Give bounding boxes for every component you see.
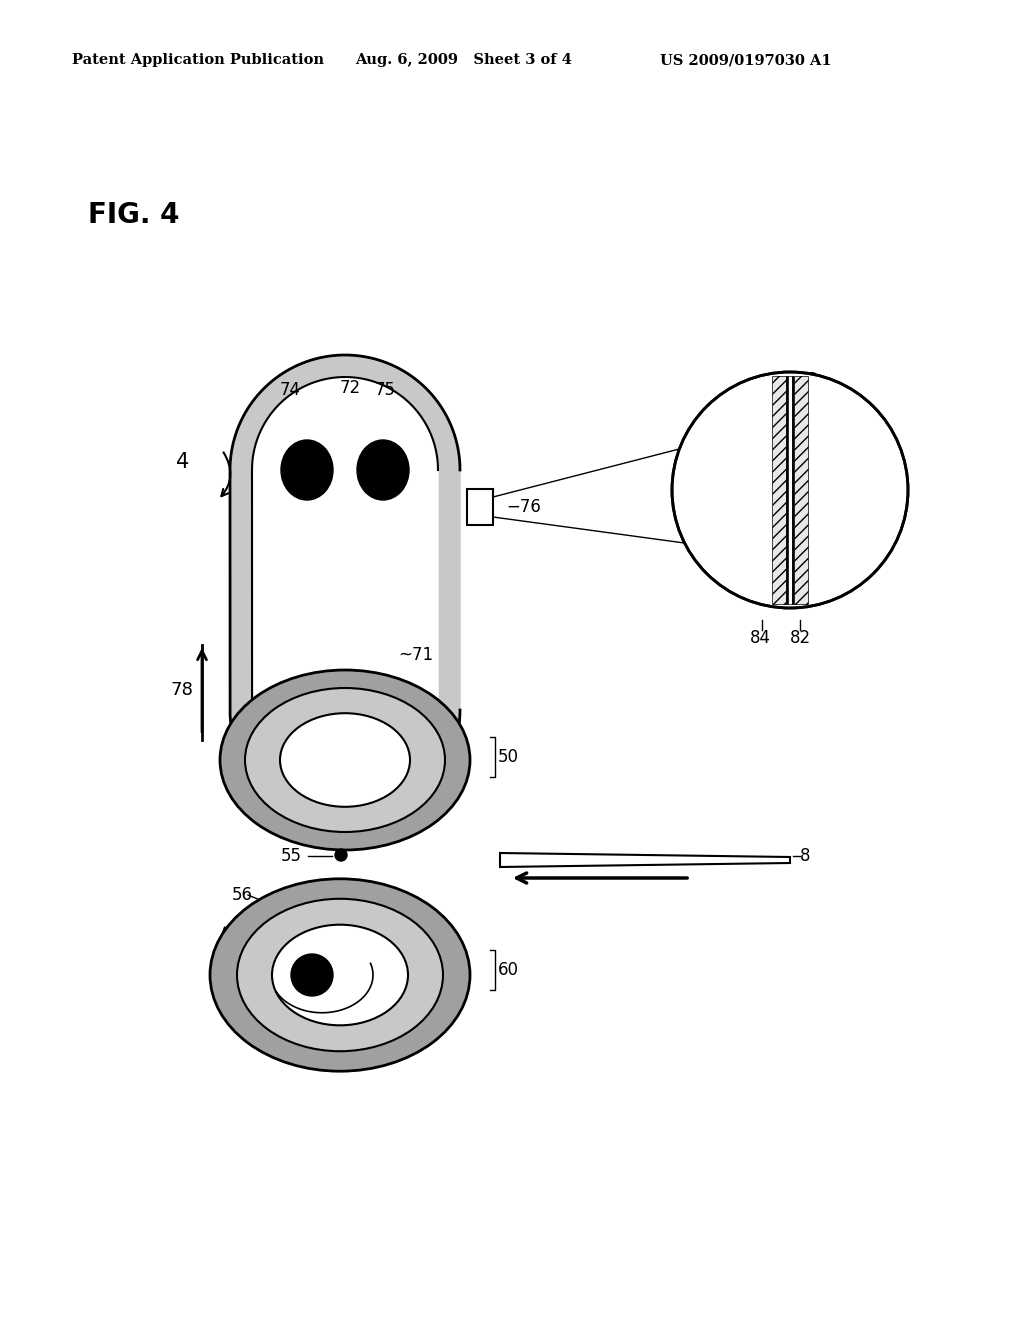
Text: 78: 78 <box>170 681 193 700</box>
Text: 55: 55 <box>281 847 302 865</box>
Polygon shape <box>252 378 438 803</box>
Circle shape <box>335 849 347 861</box>
Bar <box>794 375 808 605</box>
Text: 52: 52 <box>439 748 460 766</box>
Text: 4: 4 <box>176 451 189 473</box>
Text: ~71: ~71 <box>398 645 433 664</box>
Bar <box>792 375 794 605</box>
Bar <box>786 375 788 605</box>
Ellipse shape <box>281 440 333 500</box>
Text: Aug. 6, 2009   Sheet 3 of 4: Aug. 6, 2009 Sheet 3 of 4 <box>355 53 571 67</box>
Text: 61: 61 <box>439 944 460 962</box>
Ellipse shape <box>280 713 410 807</box>
Ellipse shape <box>210 879 470 1072</box>
Text: 62: 62 <box>439 961 460 979</box>
Text: FIG. 4: FIG. 4 <box>88 201 179 228</box>
Text: 75: 75 <box>375 381 395 399</box>
Polygon shape <box>230 355 460 825</box>
Text: 51: 51 <box>439 731 460 748</box>
Text: 72: 72 <box>339 379 360 397</box>
Text: Patent Application Publication: Patent Application Publication <box>72 53 324 67</box>
Polygon shape <box>500 853 790 867</box>
Text: 8: 8 <box>800 847 811 865</box>
Text: 53: 53 <box>439 766 460 783</box>
Text: 82: 82 <box>790 630 811 647</box>
Ellipse shape <box>220 671 470 850</box>
Text: 60: 60 <box>498 961 519 979</box>
Ellipse shape <box>272 925 408 1026</box>
Text: US 2009/0197030 A1: US 2009/0197030 A1 <box>660 53 831 67</box>
Text: −76: −76 <box>506 498 541 516</box>
Text: 50: 50 <box>498 748 519 766</box>
Bar <box>467 488 493 525</box>
Text: 74: 74 <box>280 381 300 399</box>
Ellipse shape <box>357 440 409 500</box>
Text: 84: 84 <box>750 630 770 647</box>
Bar <box>788 375 792 605</box>
Text: 63: 63 <box>439 978 460 997</box>
Ellipse shape <box>237 899 443 1051</box>
Circle shape <box>672 372 908 609</box>
Bar <box>772 375 786 605</box>
Circle shape <box>291 954 333 997</box>
Text: 64: 64 <box>330 1045 350 1064</box>
Text: 56: 56 <box>232 886 253 904</box>
Text: 83: 83 <box>798 371 819 389</box>
Ellipse shape <box>245 688 445 832</box>
